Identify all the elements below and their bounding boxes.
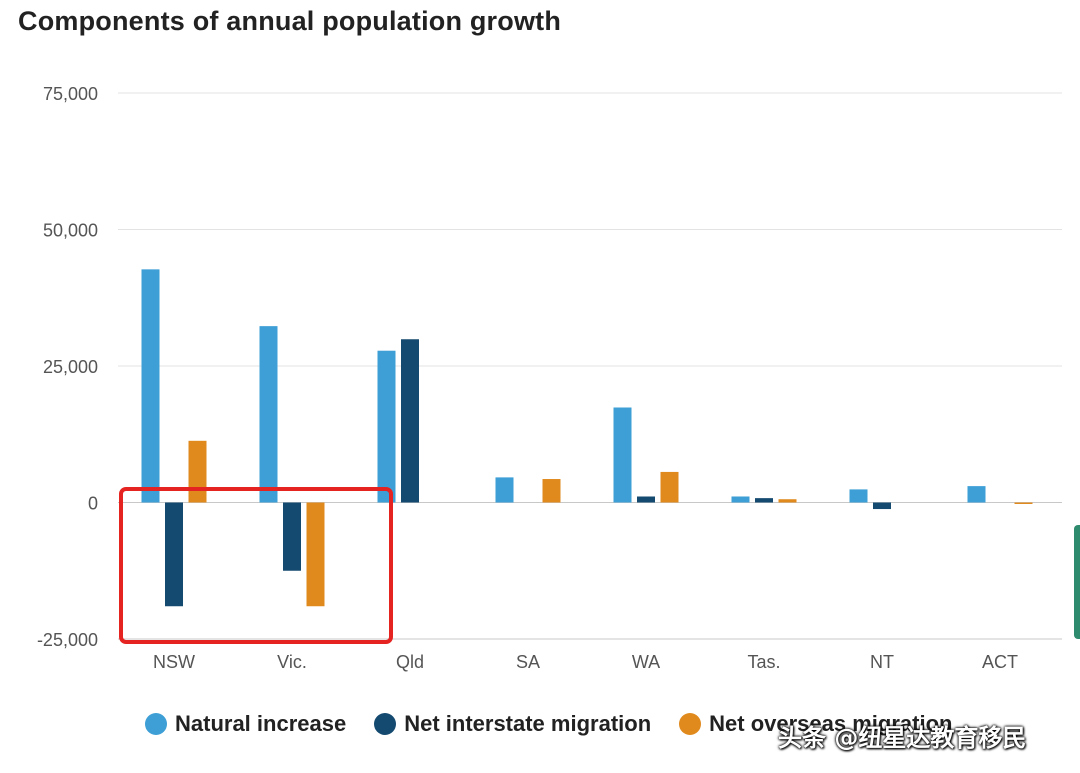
- side-scroll-tab[interactable]: [1074, 525, 1080, 639]
- highlight-box: [119, 487, 393, 644]
- bar-net-overseas-migration-sa: [542, 479, 561, 503]
- bar-natural-increase-vic: [259, 326, 278, 503]
- y-tick-label: 0: [88, 494, 98, 514]
- y-tick-label: 75,000: [43, 84, 98, 104]
- x-tick-label: WA: [632, 652, 660, 672]
- legend-swatch-natural-increase: [145, 713, 167, 735]
- legend-swatch-net-overseas: [679, 713, 702, 735]
- x-tick-label: SA: [516, 652, 540, 672]
- y-tick-label: 50,000: [43, 221, 98, 241]
- legend-label: Net overseas migration: [709, 711, 953, 736]
- bar-natural-increase-qld: [377, 350, 396, 503]
- bar-net-overseas-migration-vic: [306, 502, 325, 607]
- x-tick-label: NSW: [153, 652, 195, 672]
- bar-chart: -25,000 0 25,000 50,000 75,000 NSW Vic. Qld SA WA…: [37, 84, 1062, 672]
- bar-net-overseas-migration-wa: [660, 471, 679, 503]
- legend-label: Net interstate migration: [404, 711, 652, 736]
- bar-net-interstate-migration-vic: [283, 502, 301, 571]
- bar-natural-increase-nsw: [141, 269, 160, 503]
- x-tick-label: Tas.: [747, 652, 780, 672]
- x-tick-label: ACT: [982, 652, 1018, 672]
- bar-net-interstate-migration-nsw: [165, 502, 183, 607]
- x-tick-label: Qld: [396, 652, 424, 672]
- bar-net-interstate-migration-wa: [637, 496, 655, 503]
- watermark: 头条 @纽星达教育移民: [778, 724, 1027, 752]
- bar-net-overseas-migration-act: [1014, 502, 1033, 504]
- bar-natural-increase-act: [967, 486, 986, 503]
- bar-natural-increase-nt: [849, 489, 868, 503]
- bar-net-overseas-migration-tas: [778, 499, 797, 503]
- bar-natural-increase-tas: [731, 496, 750, 503]
- bar-net-interstate-migration-nt: [873, 502, 891, 510]
- y-tick-label: 25,000: [43, 357, 98, 377]
- chart-legend: Natural increase Net interstate migratio…: [145, 711, 980, 737]
- bar-net-interstate-migration-qld: [401, 339, 419, 503]
- bar-natural-increase-sa: [495, 477, 514, 503]
- legend-label: Natural increase: [175, 711, 347, 736]
- bar-net-interstate-migration-tas: [755, 498, 773, 503]
- x-tick-label: Vic.: [277, 652, 307, 672]
- bar-natural-increase-wa: [613, 407, 632, 503]
- chart-title: Components of annual population growth: [18, 6, 562, 36]
- x-tick-label: NT: [870, 652, 894, 672]
- legend-item-net-interstate[interactable]: Net interstate migration: [374, 711, 651, 737]
- y-tick-label: -25,000: [37, 630, 98, 650]
- bar-net-overseas-migration-nsw: [188, 440, 207, 503]
- legend-item-net-overseas[interactable]: Net overseas migration: [679, 711, 952, 737]
- legend-swatch-net-interstate: [374, 713, 397, 735]
- legend-item-natural-increase[interactable]: Natural increase: [145, 711, 346, 737]
